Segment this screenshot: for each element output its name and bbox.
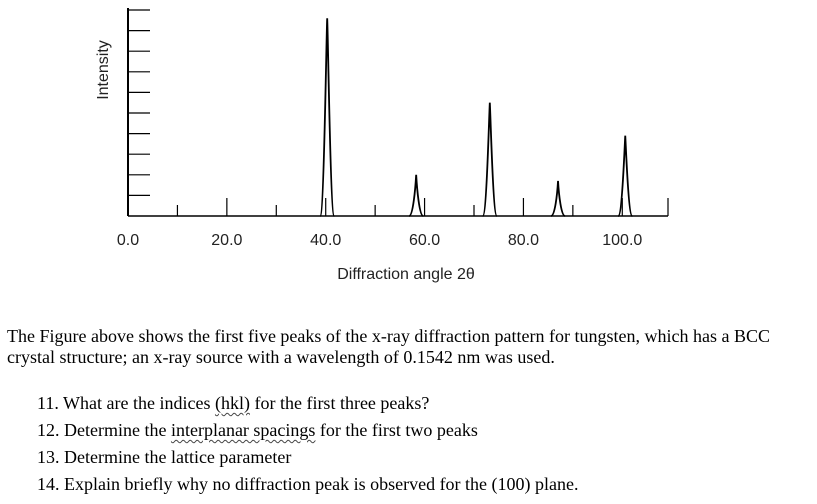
question-text-post: for the first two peaks (315, 420, 478, 440)
diffraction-peak (550, 180, 566, 217)
x-tick-label: 80.0 (508, 232, 539, 249)
question-text-underlined: interplanar spacings (170, 420, 316, 440)
question-item: 11. What are the indices (hkl) for the f… (37, 390, 812, 417)
y-axis-label: Intensity (95, 40, 112, 100)
diffraction-peak (481, 102, 498, 217)
question-list: 11. What are the indices (hkl) for the f… (7, 390, 812, 498)
question-text-pre: Explain briefly why no diffraction peak … (64, 474, 579, 494)
question-text-pre: What are the indices (63, 393, 215, 413)
question-text-pre: Determine the lattice parameter (64, 447, 292, 467)
question-item: 12. Determine the interplanar spacings f… (37, 417, 812, 444)
question-text-pre: Determine the (64, 420, 171, 440)
question-text-post: for the first three peaks? (249, 393, 430, 413)
question-number: 12. (37, 420, 60, 440)
question-number: 11. (37, 393, 59, 413)
x-tick-label: 100.0 (602, 232, 642, 249)
question-item: 13. Determine the lattice parameter (37, 444, 812, 471)
chart-svg: 0.0 20.0 40.0 60.0 80.0 100.0 Intensity Diffrac… (95, 8, 669, 283)
question-text-underlined: (hkl) (214, 393, 250, 413)
x-axis-label: Diffraction angle 2θ (337, 266, 475, 283)
diffraction-peak (617, 135, 634, 217)
problem-text: The Figure above shows the first five pe… (7, 326, 770, 367)
xrd-chart: 0.0 20.0 40.0 60.0 80.0 100.0 Intensity Diffrac… (95, 8, 669, 283)
diffraction-peak (319, 18, 336, 217)
problem-statement: The Figure above shows the first five pe… (7, 326, 812, 498)
x-tick-label: 20.0 (211, 232, 242, 249)
question-number: 14. (37, 474, 60, 494)
question-number: 13. (37, 447, 60, 467)
x-tick-label: 0.0 (117, 232, 139, 249)
diffraction-peak (408, 174, 425, 217)
question-item: 14. Explain briefly why no diffraction p… (37, 471, 812, 498)
x-tick-label: 40.0 (310, 232, 341, 249)
x-tick-label: 60.0 (409, 232, 440, 249)
